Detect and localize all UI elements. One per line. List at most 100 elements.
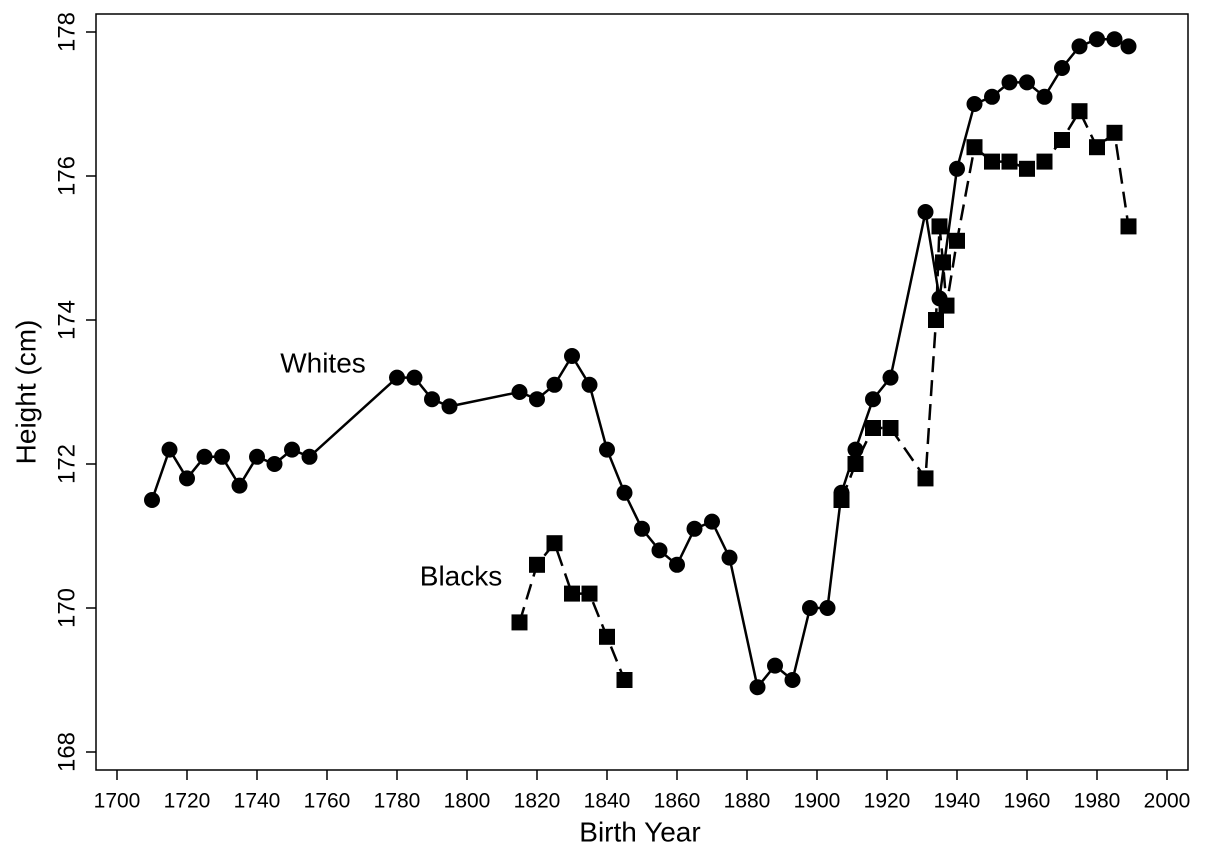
x-tick-label: 1720	[164, 790, 211, 813]
marker	[1054, 60, 1070, 76]
marker	[767, 657, 783, 674]
marker	[546, 376, 563, 393]
marker	[949, 232, 965, 249]
marker	[949, 160, 965, 177]
marker	[1120, 218, 1137, 235]
marker	[882, 420, 899, 436]
y-tick-label: 172	[53, 444, 80, 484]
y-tick-label: 178	[53, 12, 80, 52]
marker	[301, 448, 318, 465]
marker	[1089, 139, 1105, 156]
marker	[511, 384, 528, 400]
marker	[161, 441, 178, 458]
x-tick-label: 1780	[374, 790, 421, 813]
marker	[931, 218, 948, 235]
marker	[917, 204, 934, 220]
marker	[1036, 153, 1053, 170]
marker	[935, 254, 951, 271]
marker	[511, 614, 528, 631]
marker	[441, 398, 458, 415]
marker	[984, 88, 1000, 105]
marker	[616, 672, 633, 688]
marker	[581, 376, 598, 393]
marker	[266, 456, 283, 472]
y-axis-label: Height (cm)	[10, 320, 41, 465]
marker	[865, 391, 881, 408]
x-tick-label: 1740	[234, 790, 281, 813]
x-tick-label: 1940	[934, 790, 981, 813]
marker	[721, 549, 738, 566]
marker	[1019, 74, 1035, 91]
marker	[1001, 74, 1018, 91]
marker	[581, 585, 598, 602]
marker	[651, 542, 668, 559]
marker	[1036, 88, 1053, 105]
marker	[564, 348, 580, 364]
x-tick-label: 2000	[1144, 790, 1191, 813]
marker	[249, 448, 265, 465]
marker	[144, 492, 160, 508]
x-tick-label: 1840	[584, 790, 631, 813]
annotation: Blacks	[420, 560, 502, 591]
marker	[704, 513, 720, 530]
marker	[784, 672, 801, 688]
marker	[284, 441, 300, 458]
marker	[938, 297, 955, 314]
marker	[1106, 124, 1123, 141]
annotation: Whites	[280, 347, 366, 378]
marker	[928, 312, 944, 328]
x-tick-label: 1920	[864, 790, 911, 813]
marker	[802, 600, 818, 616]
marker	[882, 369, 899, 386]
marker	[1019, 160, 1035, 177]
marker	[389, 369, 405, 386]
marker	[599, 628, 615, 645]
marker	[1120, 38, 1137, 55]
marker	[1089, 31, 1105, 48]
marker	[634, 520, 650, 537]
marker	[546, 535, 563, 552]
x-axis-label: Birth Year	[579, 816, 700, 847]
marker	[984, 153, 1000, 170]
marker	[686, 520, 703, 537]
marker	[599, 441, 615, 458]
y-tick-label: 174	[53, 300, 80, 340]
marker	[231, 477, 248, 494]
marker	[179, 470, 195, 487]
marker	[529, 391, 545, 408]
marker	[833, 492, 850, 508]
marker	[865, 420, 881, 436]
x-tick-label: 1820	[514, 790, 561, 813]
marker	[847, 456, 864, 472]
series-line	[518, 108, 1130, 681]
plot-frame	[95, 13, 1189, 771]
x-tick-label: 1760	[304, 790, 351, 813]
marker	[564, 585, 580, 602]
marker	[1071, 38, 1088, 55]
y-tick-label: 170	[53, 588, 80, 628]
marker	[424, 391, 440, 408]
marker	[196, 448, 213, 465]
marker	[749, 679, 766, 696]
marker	[616, 484, 633, 501]
marker	[669, 556, 685, 573]
x-tick-label: 1980	[1074, 790, 1121, 813]
marker	[966, 96, 983, 112]
marker	[1001, 153, 1018, 170]
marker	[1106, 31, 1123, 48]
x-tick-label: 1700	[94, 790, 141, 813]
x-tick-label: 1880	[724, 790, 771, 813]
marker	[1054, 132, 1070, 148]
marker	[529, 556, 545, 573]
x-tick-label: 1860	[654, 790, 701, 813]
y-tick-label: 168	[53, 732, 80, 772]
marker	[917, 470, 934, 487]
marker	[214, 448, 230, 465]
y-tick-label: 176	[53, 156, 80, 196]
x-tick-label: 1900	[794, 790, 841, 813]
marker	[406, 369, 423, 386]
marker	[1071, 103, 1088, 120]
marker	[819, 600, 836, 616]
x-tick-label: 1800	[444, 790, 491, 813]
